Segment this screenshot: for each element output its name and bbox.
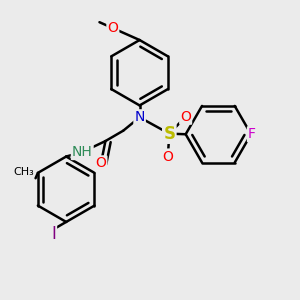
Text: S: S (163, 125, 175, 143)
Text: O: O (162, 149, 173, 164)
Text: O: O (95, 156, 106, 170)
Text: I: I (51, 225, 56, 243)
Text: CH₃: CH₃ (13, 167, 34, 177)
Text: O: O (107, 21, 118, 35)
Text: O: O (180, 110, 191, 124)
Text: F: F (248, 127, 256, 141)
Text: NH: NH (72, 145, 93, 159)
Text: N: N (134, 110, 145, 124)
